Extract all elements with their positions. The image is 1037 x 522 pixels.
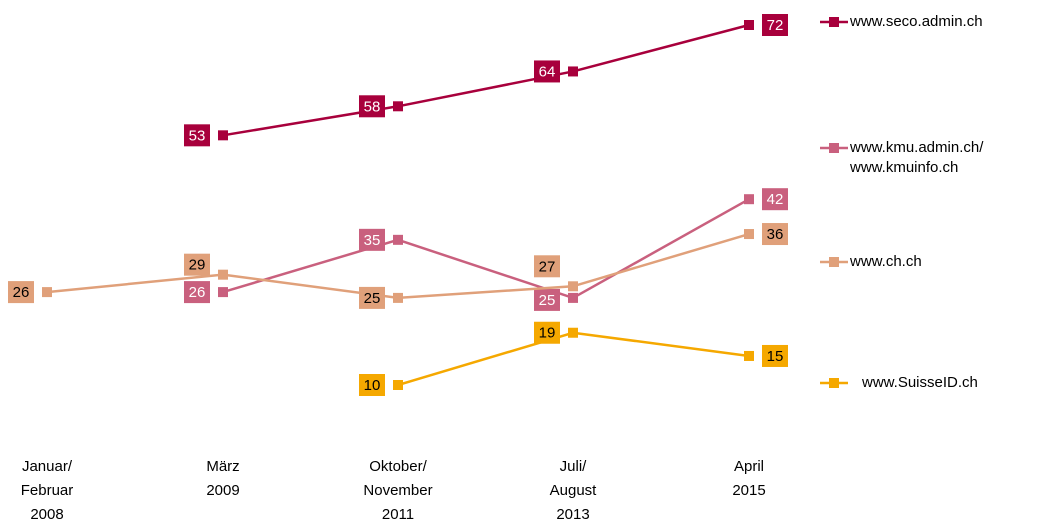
value-label-box <box>184 281 210 304</box>
marker <box>568 292 578 303</box>
marker <box>393 101 403 112</box>
value-label: 15 <box>767 348 784 365</box>
value-label-box <box>534 60 560 83</box>
value-label-box <box>359 374 385 396</box>
marker <box>393 292 403 303</box>
legend-label: www.SuisseID.ch <box>861 374 978 391</box>
line <box>222 23 750 137</box>
value-label: 35 <box>364 232 381 249</box>
x-tick-label: März 2009 <box>206 458 239 499</box>
legend-label: www.ch.ch <box>849 253 922 270</box>
legend-label: www.kmu.admin.ch/www.kmuinfo.ch <box>849 139 984 176</box>
marker <box>744 350 754 361</box>
legend-item: www.seco.admin.ch <box>820 13 983 30</box>
line <box>397 331 750 387</box>
value-label-box <box>762 188 788 211</box>
value-label-box <box>762 344 788 367</box>
legend-label: www.seco.admin.ch <box>849 13 983 30</box>
value-label: 25 <box>539 292 556 309</box>
x-tick-label: Januar/Februar 2008 <box>21 458 74 522</box>
marker <box>744 194 754 205</box>
value-label-box <box>359 286 385 309</box>
marker <box>218 130 228 141</box>
value-label: 29 <box>189 257 206 274</box>
legend-item: www.ch.ch <box>820 253 922 270</box>
value-label-box <box>534 321 560 344</box>
value-label: 19 <box>539 325 556 342</box>
value-label-box <box>184 253 210 276</box>
legend-item: www.kmu.admin.ch/www.kmuinfo.ch <box>820 139 984 176</box>
marker <box>42 287 52 298</box>
value-label-box <box>359 95 385 118</box>
value-label: 26 <box>189 284 206 301</box>
value-label: 10 <box>364 377 381 394</box>
marker <box>568 327 578 338</box>
value-label: 36 <box>767 226 784 243</box>
marker <box>568 281 578 292</box>
series: 26 29 25 27 36 <box>8 223 788 309</box>
marker <box>744 229 754 240</box>
legend-marker <box>829 143 839 153</box>
value-label: 64 <box>539 63 556 80</box>
legend-marker <box>829 378 839 388</box>
value-label: 42 <box>767 191 784 208</box>
value-label-box <box>8 281 34 304</box>
x-tick-label: Juli/August 2013 <box>550 458 598 522</box>
value-label: 58 <box>364 98 381 115</box>
value-label-box <box>762 14 788 36</box>
value-label-box <box>359 228 385 251</box>
x-tick-label: April 2015 <box>732 458 765 499</box>
value-label: 53 <box>189 127 206 144</box>
value-label-box <box>762 223 788 246</box>
marker <box>218 269 228 280</box>
x-tick-label: Oktober/November 2011 <box>363 458 432 522</box>
legend-marker <box>829 257 839 267</box>
marker <box>568 66 578 77</box>
value-label-box <box>184 124 210 147</box>
marker <box>393 234 403 245</box>
marker <box>218 287 228 298</box>
marker <box>393 380 403 390</box>
value-label-box <box>534 288 560 311</box>
value-label: 72 <box>767 17 784 34</box>
series: 10 19 15 <box>359 321 788 396</box>
marker <box>744 20 754 30</box>
legend-item: www.SuisseID.ch <box>820 374 978 391</box>
legend-marker <box>829 17 839 27</box>
value-label: 27 <box>539 258 556 275</box>
value-label-box <box>534 255 560 278</box>
value-label: 26 <box>13 284 30 301</box>
series: 26 35 25 42 <box>184 188 788 311</box>
value-label: 25 <box>364 290 381 307</box>
series: 53 58 64 72 <box>184 14 788 147</box>
line <box>222 198 750 300</box>
